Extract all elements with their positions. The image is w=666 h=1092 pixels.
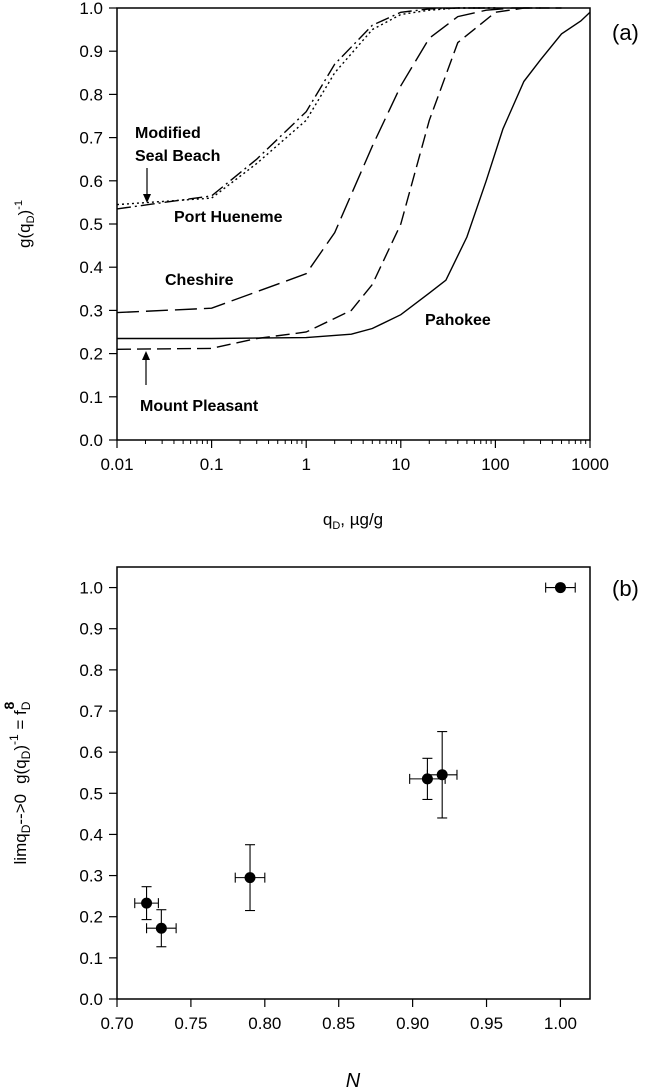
panel-b-x-axis-title: N bbox=[346, 1070, 361, 1092]
panel-b-ylabel-rest: ) bbox=[11, 745, 30, 751]
panel-b-y-tick-label: 0.5 bbox=[79, 784, 103, 803]
data-marker bbox=[155, 922, 167, 934]
annotation-modified-seal-beach: Modified Seal Beach bbox=[135, 125, 220, 165]
annotation-modified-line: Modified bbox=[135, 125, 201, 142]
panel-b-x-tick-label: 0.95 bbox=[470, 1014, 503, 1033]
panel-a-y-tick-label: 0.9 bbox=[79, 42, 103, 61]
panel-a-y-tick-label: 1.0 bbox=[79, 0, 103, 18]
panel-a-y-tick-label: 0.7 bbox=[79, 129, 103, 148]
panel-b-ylabel-arrow: -->0 bbox=[11, 794, 30, 825]
panel-a-x-tick-label: 0.1 bbox=[200, 455, 224, 474]
panel-b-x-tick-label: 0.70 bbox=[100, 1014, 133, 1033]
panel-b-y-tick-label: 0.0 bbox=[79, 990, 103, 1009]
curve-pahokee bbox=[117, 11, 591, 340]
panel-b-y-tick-label: 0.4 bbox=[79, 825, 103, 844]
annotation-seal-beach-arrow bbox=[143, 168, 151, 203]
panel-b-ylabel-eq: = f bbox=[11, 710, 30, 734]
panel-b-ylabel-prefix: limq bbox=[11, 833, 30, 864]
panel-a-ylabel-main: g(q bbox=[15, 223, 34, 248]
panel-b-y-tick-label: 0.6 bbox=[79, 743, 103, 762]
panel-a-y-tick-label: 0.0 bbox=[79, 431, 103, 450]
panel-b-x-tick-label: 0.80 bbox=[248, 1014, 281, 1033]
panel-a-ylabel-sub: D bbox=[25, 215, 37, 223]
panel-a-y-tick-label: 0.2 bbox=[79, 345, 103, 364]
panel-b-ylabel-main: g(q bbox=[11, 759, 30, 784]
annotation-cheshire: Cheshire bbox=[165, 272, 234, 289]
panel-a-x-tick-label: 0.01 bbox=[100, 455, 133, 474]
data-point bbox=[234, 844, 266, 912]
panel-a-xlabel-main: q bbox=[323, 510, 332, 529]
annotation-pahokee: Pahokee bbox=[425, 312, 491, 329]
panel-b-x-tick-label: 1.00 bbox=[544, 1014, 577, 1033]
panel-b-x-tick-label: 0.75 bbox=[174, 1014, 207, 1033]
annotation-mount-pleasant-arrow bbox=[142, 351, 150, 385]
panel-b-ylabel-eq-sup: 8 bbox=[1, 702, 17, 710]
panel-a-y-tick-label: 0.6 bbox=[79, 172, 103, 191]
panel-b-label: (b) bbox=[612, 576, 639, 601]
panel-a-x-tick-label: 1000 bbox=[571, 455, 609, 474]
panel-b-ylabel-prefix-sub: D bbox=[19, 824, 33, 833]
panel-b-y-tick-label: 0.7 bbox=[79, 702, 103, 721]
panel-b-ticks: 0.70 0.75 0.80 0.85 0.90 0.95 1.00 0.0 0.1 0.2 0.3… bbox=[79, 579, 577, 1033]
panel-a-y-tick-label: 0.4 bbox=[79, 258, 103, 277]
panel-a-ylabel-rest: ) bbox=[15, 210, 34, 216]
curve-mount-pleasant bbox=[116, 7, 562, 350]
panel-a-x-tick-label: 1 bbox=[301, 455, 310, 474]
panel-b-y-tick-label: 0.1 bbox=[79, 949, 103, 968]
panel-b-ylabel-sup: -1 bbox=[7, 734, 21, 745]
curve-port-hueneme bbox=[116, 7, 496, 210]
panel-a-xlabel-sub: D bbox=[332, 520, 340, 532]
panel-a-label: (a) bbox=[612, 20, 639, 45]
annotation-seal-beach-line: Seal Beach bbox=[135, 148, 220, 165]
data-point bbox=[545, 582, 576, 594]
panel-a-x-tick-label: 10 bbox=[391, 455, 410, 474]
panel-b-x-tick-label: 0.90 bbox=[396, 1014, 429, 1033]
panel-b-y-tick-label: 1.0 bbox=[79, 579, 103, 598]
panel-b-ylabel-sub: D bbox=[19, 750, 33, 759]
panel-a-y-axis-title: g(qD)-1 bbox=[13, 200, 37, 248]
panel-b-y-tick-label: 0.9 bbox=[79, 620, 103, 639]
data-marker bbox=[554, 582, 566, 594]
panel-a-y-tick-label: 0.8 bbox=[79, 85, 103, 104]
panel-b-x-tick-label: 0.85 bbox=[322, 1014, 355, 1033]
panel-a: 0.01 0.1 1 10 100 1000 0.0 0.1 0.2 0.3 0.4 0.5 0.6 0.… bbox=[13, 0, 639, 532]
data-marker bbox=[141, 897, 153, 909]
panel-b-points bbox=[134, 582, 576, 948]
panel-a-x-tick-label: 100 bbox=[481, 455, 509, 474]
panel-a-ticks: 0.01 0.1 1 10 100 1000 0.0 0.1 0.2 0.3 0.4 0.5 0.6 0.… bbox=[79, 0, 609, 474]
data-point bbox=[134, 886, 159, 921]
panel-b-ylabel-eq-sub: D bbox=[19, 701, 33, 710]
panel-a-y-tick-label: 0.5 bbox=[79, 215, 103, 234]
panel-b-plot-frame bbox=[116, 566, 591, 1000]
panel-a-xlabel-rest: , µg/g bbox=[340, 510, 383, 529]
curve-cheshire bbox=[116, 7, 541, 314]
panel-b-y-tick-label: 0.3 bbox=[79, 867, 103, 886]
panel-a-ylabel-sup: -1 bbox=[13, 200, 25, 210]
panel-a-x-axis-title: qD, µg/g bbox=[323, 510, 383, 532]
annotation-mount-pleasant: Mount Pleasant bbox=[140, 398, 259, 415]
panel-b-y-tick-label: 0.8 bbox=[79, 661, 103, 680]
panel-a-y-tick-label: 0.1 bbox=[79, 388, 103, 407]
data-marker bbox=[244, 872, 256, 884]
curve-modified-seal-beach bbox=[116, 7, 496, 206]
panel-a-curves bbox=[116, 7, 591, 350]
panel-b-y-tick-label: 0.2 bbox=[79, 908, 103, 927]
data-marker bbox=[436, 769, 448, 781]
panel-b-y-axis-title: limqD-->0g(qD)-1 = fD8 bbox=[1, 701, 33, 864]
panel-a-y-tick-label: 0.3 bbox=[79, 301, 103, 320]
data-point bbox=[146, 909, 177, 948]
data-point bbox=[426, 731, 458, 819]
annotation-port-hueneme: Port Hueneme bbox=[174, 209, 283, 226]
panel-b: 0.70 0.75 0.80 0.85 0.90 0.95 1.00 0.0 0.1 0.2 0.3… bbox=[1, 566, 639, 1092]
